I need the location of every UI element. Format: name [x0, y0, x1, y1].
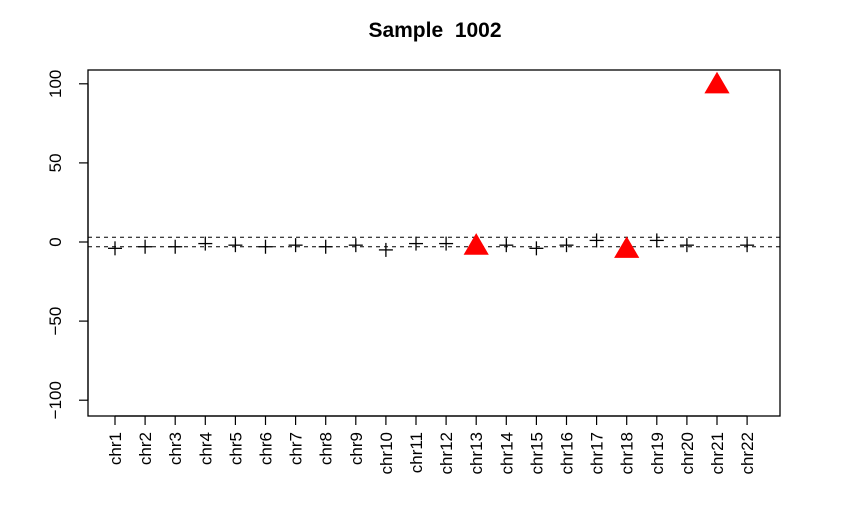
- x-tick-label-chr13: chr13: [467, 432, 486, 475]
- x-tick-label-chr20: chr20: [678, 432, 697, 475]
- data-point-chr15: [529, 241, 544, 256]
- x-tick-label-chr17: chr17: [588, 432, 607, 475]
- data-point-chr20: [679, 238, 694, 253]
- x-tick-label-chr6: chr6: [257, 432, 276, 465]
- x-tick-label-chr8: chr8: [317, 432, 336, 465]
- data-point-chr3: [168, 239, 183, 254]
- data-point-chr2: [138, 239, 153, 254]
- data-point-chr19: [649, 233, 664, 248]
- x-tick-label-chr16: chr16: [558, 432, 577, 475]
- x-tick-label-chr11: chr11: [407, 432, 426, 473]
- x-axis: chr1 chr2 chr3 chr4 chr5 chr6 chr7 chr8 chr9 chr1…: [106, 415, 757, 475]
- y-tick-label: −50: [46, 307, 65, 336]
- y-tick-label: 0: [46, 237, 65, 246]
- x-tick-label-chr18: chr18: [618, 432, 637, 475]
- data-point-chr6: [258, 239, 273, 254]
- data-point-chr12: [439, 236, 454, 251]
- x-tick-label-chr7: chr7: [287, 432, 306, 465]
- x-tick-label-chr3: chr3: [166, 432, 185, 465]
- y-tick-label: 100: [46, 70, 65, 98]
- data-point-chr22: [740, 238, 755, 253]
- data-point-chr5: [228, 238, 243, 253]
- x-tick-label-chr1: chr1: [106, 432, 125, 465]
- x-tick-label-chr10: chr10: [377, 432, 396, 475]
- x-tick-label-chr4: chr4: [196, 432, 215, 465]
- x-tick-label-chr21: chr21: [708, 432, 727, 475]
- x-tick-label-chr12: chr12: [437, 432, 456, 475]
- data-point-chr9: [348, 238, 363, 253]
- data-point-chr11: [409, 236, 423, 251]
- data-point-chr7: [288, 238, 303, 253]
- flagged-point-chr21: [704, 71, 730, 94]
- x-tick-label-chr2: chr2: [136, 432, 155, 465]
- flagged-point-chr18: [614, 236, 640, 258]
- plot-frame: [87, 69, 781, 417]
- data-point-chr14: [499, 238, 514, 253]
- data-point-chr4: [198, 236, 213, 251]
- x-tick-label-chr19: chr19: [648, 432, 667, 475]
- data-point-chr1: [108, 241, 122, 256]
- data-point-chr10: [378, 242, 393, 257]
- x-tick-label-chr22: chr22: [738, 432, 757, 475]
- y-tick-label: −100: [46, 381, 65, 419]
- x-tick-label-chr15: chr15: [527, 432, 546, 475]
- x-tick-label-chr5: chr5: [226, 432, 245, 465]
- x-tick-label-chr9: chr9: [347, 432, 366, 465]
- y-axis: −100 −50 0 50 100: [46, 70, 89, 419]
- flagged-point-chr13: [463, 233, 489, 255]
- data-point-chr8: [318, 239, 333, 254]
- data-point-chr17: [589, 233, 604, 248]
- x-tick-label-chr14: chr14: [497, 432, 516, 475]
- data-points: [108, 71, 755, 258]
- chart-title: Sample 1002: [368, 19, 501, 42]
- reference-lines: [88, 236, 780, 248]
- y-tick-label: 50: [46, 153, 65, 172]
- data-point-chr16: [559, 238, 574, 253]
